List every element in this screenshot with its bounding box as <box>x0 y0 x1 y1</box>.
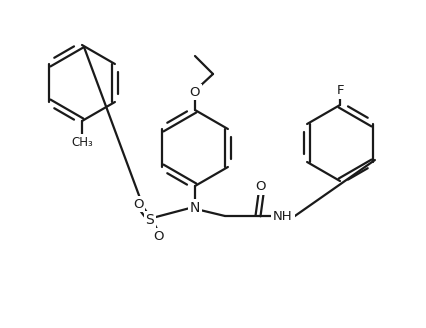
Text: S: S <box>146 213 154 227</box>
Text: N: N <box>190 201 200 215</box>
Text: O: O <box>153 230 163 242</box>
Text: F: F <box>336 85 344 97</box>
Text: O: O <box>256 180 266 194</box>
Text: O: O <box>133 197 143 211</box>
Text: CH₃: CH₃ <box>71 135 93 149</box>
Text: NH: NH <box>273 210 293 222</box>
Text: O: O <box>190 86 200 98</box>
